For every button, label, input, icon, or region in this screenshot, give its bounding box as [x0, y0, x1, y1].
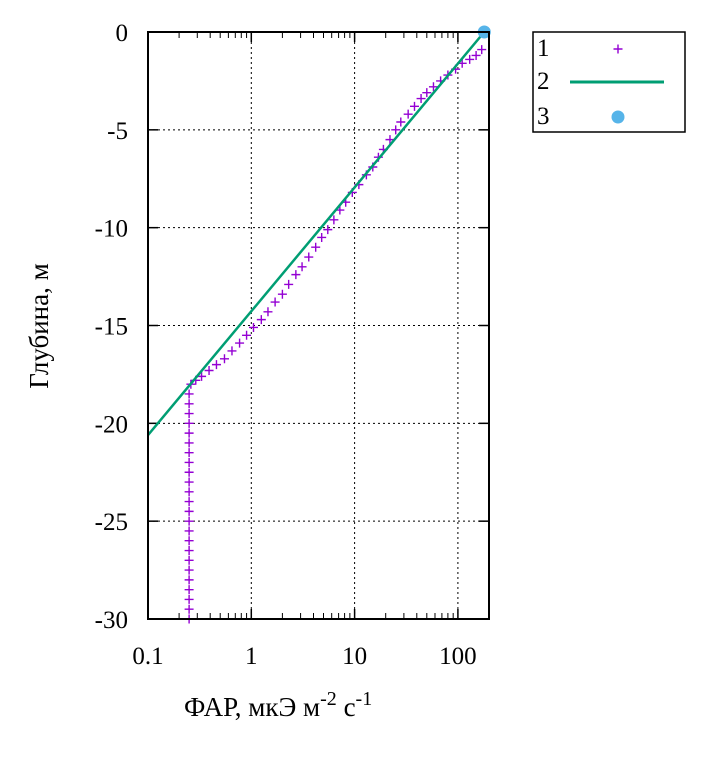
series-2 — [148, 32, 486, 436]
data-point-plus — [311, 242, 321, 252]
data-point-plus — [248, 322, 258, 332]
y-tick-label: -15 — [95, 314, 128, 341]
data-point-plus — [227, 346, 237, 356]
x-tick-label: 10 — [342, 643, 367, 670]
data-point-plus — [204, 366, 214, 376]
data-point-plus — [211, 360, 221, 370]
data-point-plus — [184, 604, 194, 614]
data-point-plus — [471, 50, 481, 60]
y-tick-label: -5 — [107, 118, 128, 145]
data-point-plus — [329, 215, 339, 225]
data-point-plus — [219, 354, 229, 364]
data-point-plus — [256, 315, 266, 325]
data-point-plus — [184, 565, 194, 575]
data-point-plus — [242, 330, 252, 340]
data-point-plus — [184, 389, 194, 399]
y-tick-label: -20 — [95, 411, 128, 438]
data-point-plus — [184, 575, 194, 585]
y-tick-label: -30 — [95, 607, 128, 634]
legend-label-2: 2 — [537, 68, 550, 95]
data-point-plus — [184, 428, 194, 438]
data-point-plus — [422, 88, 432, 98]
data-point-plus — [184, 497, 194, 507]
x-axis-title-sup1: -2 — [320, 688, 337, 710]
data-point-plus — [409, 101, 419, 111]
data-point-plus — [184, 487, 194, 497]
data-point-plus — [323, 225, 333, 235]
data-point-plus — [465, 54, 475, 64]
data-point-plus — [284, 279, 294, 289]
data-point-plus — [416, 94, 426, 104]
x-axis-title: ФАР, мкЭ м-2 с-1 — [184, 688, 372, 722]
data-point-plus — [477, 45, 487, 55]
x-axis-title-sup2: -1 — [356, 688, 373, 710]
data-point-plus — [184, 506, 194, 516]
series-layer — [148, 25, 491, 624]
data-point-plus — [184, 594, 194, 604]
data-point-plus — [184, 399, 194, 409]
data-point-plus — [277, 289, 287, 299]
y-tick-label: 0 — [116, 20, 129, 47]
data-point-plus — [184, 418, 194, 428]
data-point-plus — [184, 438, 194, 448]
data-point-plus — [403, 109, 413, 119]
data-point-plus — [297, 262, 307, 272]
data-point-plus — [317, 232, 327, 242]
data-point-plus — [235, 338, 245, 348]
data-point-plus — [270, 297, 280, 307]
x-axis-title-mid: с — [337, 692, 356, 722]
data-point-plus — [184, 448, 194, 458]
legend-marker-circle — [611, 110, 625, 124]
data-point-plus — [291, 270, 301, 280]
legend-label-1: 1 — [537, 35, 550, 62]
y-axis-title: Глубина, м — [24, 263, 54, 388]
legend: 1 2 3 — [532, 31, 686, 133]
data-point-plus — [304, 252, 314, 262]
tick-labels: 0.1 1 10 100 0 -5 -10 -15 -20 -25 -30 — [95, 20, 477, 670]
data-point-plus — [184, 477, 194, 487]
y-tick-label: -10 — [95, 216, 128, 243]
data-point-plus — [184, 526, 194, 536]
data-point-plus — [184, 546, 194, 556]
data-point-plus — [428, 82, 438, 92]
data-point-plus — [184, 555, 194, 565]
data-point-plus — [391, 125, 401, 135]
data-point-plus — [184, 467, 194, 477]
grid-lines — [148, 32, 489, 619]
legend-plus-path — [613, 44, 623, 54]
data-point-plus — [184, 585, 194, 595]
y-tick-label: -25 — [95, 509, 128, 536]
x-tick-label: 0.1 — [132, 643, 163, 670]
x-tick-label: 1 — [245, 643, 258, 670]
x-axis-title-main: ФАР, мкЭ м — [184, 692, 320, 722]
x-tick-label: 100 — [439, 643, 477, 670]
fit-line — [148, 32, 486, 436]
data-point-plus — [184, 409, 194, 419]
series-1 — [184, 45, 487, 624]
data-point-plus — [263, 307, 273, 317]
data-point-plus — [184, 516, 194, 526]
data-point-plus — [396, 117, 406, 127]
plot-frame — [147, 31, 490, 620]
data-point-plus — [184, 457, 194, 467]
legend-label-3: 3 — [537, 103, 550, 130]
legend-marker-plus — [613, 44, 623, 54]
data-point-plus — [184, 536, 194, 546]
